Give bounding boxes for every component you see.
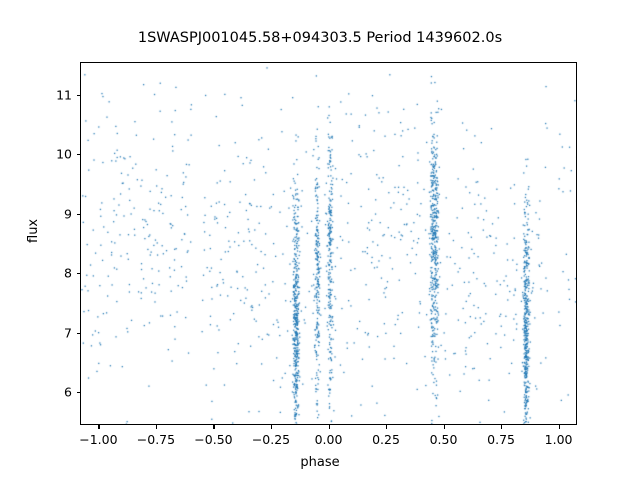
x-tick-mark	[558, 425, 560, 429]
x-tick-mark	[328, 425, 330, 429]
x-tick-mark	[501, 425, 503, 429]
scatter-plot-canvas	[81, 63, 576, 424]
y-tick-label: 7	[64, 325, 72, 341]
x-tick-mark	[386, 425, 388, 429]
y-tick-label: 8	[64, 265, 72, 281]
x-tick-label: 0.00	[314, 432, 343, 447]
y-axis-label: flux	[26, 218, 41, 243]
y-tick-mark	[76, 392, 80, 394]
y-tick-mark	[76, 332, 80, 334]
y-tick-label: 10	[56, 146, 72, 162]
y-tick-label: 9	[64, 206, 72, 222]
x-axis-label: phase	[300, 455, 340, 470]
x-tick-label: 0.75	[487, 432, 515, 447]
x-tick-label: −0.75	[136, 432, 176, 447]
x-tick-label: 0.50	[429, 432, 458, 447]
x-tick-mark	[98, 425, 100, 429]
x-tick-label: 1.00	[544, 432, 573, 447]
x-tick-label: −1.00	[79, 432, 118, 447]
y-tick-label: 6	[64, 384, 72, 400]
x-tick-mark	[270, 425, 273, 429]
x-tick-label: −0.50	[194, 432, 233, 447]
page-title: 1SWASPJ001045.58+094303.5 Period 1439602…	[137, 30, 503, 46]
plot-axes	[80, 62, 577, 425]
y-tick-mark	[76, 94, 80, 96]
y-tick-mark	[76, 213, 80, 215]
x-tick-mark	[155, 425, 158, 429]
x-tick-label: 0.25	[372, 432, 400, 447]
x-tick-label: −0.25	[251, 432, 291, 447]
y-tick-label: 11	[56, 87, 72, 103]
y-tick-mark	[76, 273, 80, 275]
y-tick-mark	[76, 154, 80, 156]
x-tick-mark	[443, 425, 445, 429]
x-tick-mark	[213, 425, 215, 429]
